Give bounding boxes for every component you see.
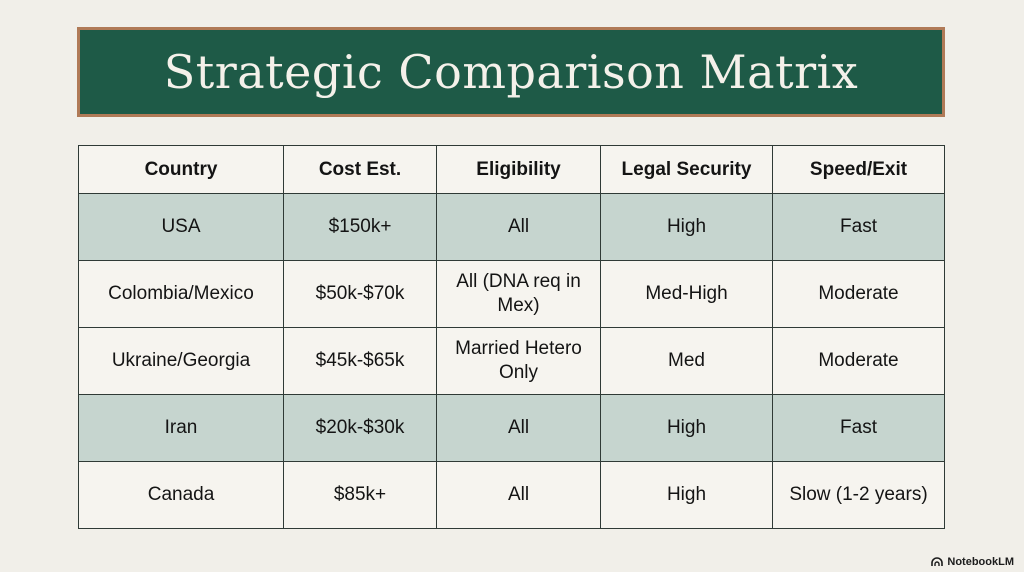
cell-cost: $20k-$30k (283, 394, 437, 462)
header-legal-security: Legal Security (600, 145, 773, 194)
cell-eligibility: Married Hetero Only (436, 327, 601, 395)
cell-speed-exit: Fast (772, 193, 945, 261)
cell-cost: $50k-$70k (283, 260, 437, 328)
cell-country: Ukraine/Georgia (78, 327, 284, 395)
header-country: Country (78, 145, 284, 194)
cell-eligibility: All (436, 394, 601, 462)
cell-country: Colombia/Mexico (78, 260, 284, 328)
table-header-row: Country Cost Est. Eligibility Legal Secu… (78, 145, 945, 194)
cell-legal-security: High (600, 394, 773, 462)
table-row: Colombia/Mexico $50k-$70k All (DNA req i… (78, 260, 945, 328)
brand-label: NotebookLM (947, 556, 1014, 568)
cell-legal-security: High (600, 193, 773, 261)
cell-country: Canada (78, 461, 284, 529)
cell-speed-exit: Fast (772, 394, 945, 462)
brand-watermark: NotebookLM (931, 556, 1014, 568)
cell-country: USA (78, 193, 284, 261)
header-speed-exit: Speed/Exit (772, 145, 945, 194)
header-eligibility: Eligibility (436, 145, 601, 194)
cell-speed-exit: Moderate (772, 327, 945, 395)
cell-speed-exit: Slow (1-2 years) (772, 461, 945, 529)
cell-cost: $85k+ (283, 461, 437, 529)
table-row: Canada $85k+ All High Slow (1-2 years) (78, 461, 945, 529)
cell-country: Iran (78, 394, 284, 462)
table-row: Ukraine/Georgia $45k-$65k Married Hetero… (78, 327, 945, 395)
cell-eligibility: All (436, 461, 601, 529)
cell-cost: $150k+ (283, 193, 437, 261)
cell-eligibility: All (436, 193, 601, 261)
notebooklm-logo-icon (931, 557, 944, 566)
header-cost: Cost Est. (283, 145, 437, 194)
table-row: USA $150k+ All High Fast (78, 193, 945, 261)
cell-legal-security: Med (600, 327, 773, 395)
cell-legal-security: Med-High (600, 260, 773, 328)
cell-legal-security: High (600, 461, 773, 529)
table-row: Iran $20k-$30k All High Fast (78, 394, 945, 462)
cell-cost: $45k-$65k (283, 327, 437, 395)
page-title: Strategic Comparison Matrix (163, 45, 859, 99)
title-banner: Strategic Comparison Matrix (77, 27, 945, 117)
cell-speed-exit: Moderate (772, 260, 945, 328)
comparison-table: Country Cost Est. Eligibility Legal Secu… (78, 145, 945, 529)
cell-eligibility: All (DNA req in Mex) (436, 260, 601, 328)
